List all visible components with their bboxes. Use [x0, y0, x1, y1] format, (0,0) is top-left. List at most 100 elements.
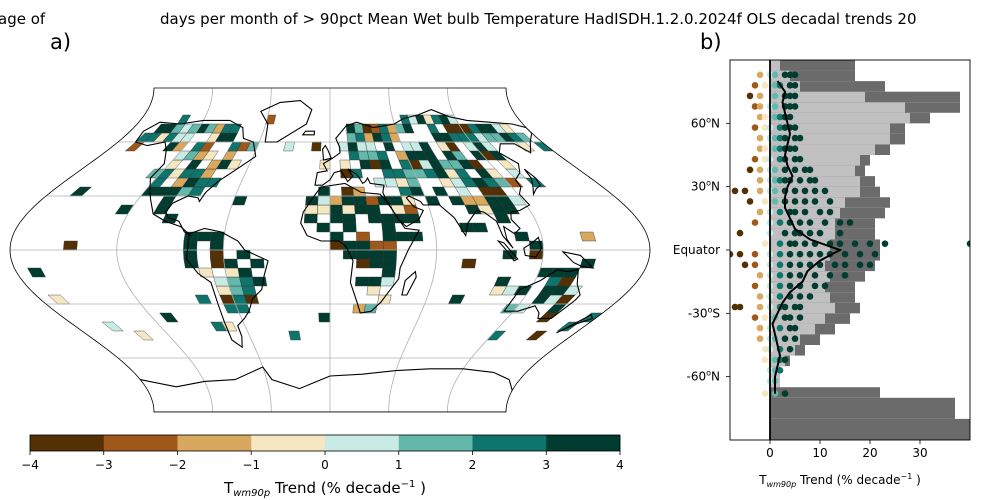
trend-point: [771, 71, 779, 79]
trend-point: [730, 250, 734, 258]
trend-point: [776, 293, 784, 300]
grid-cell: [204, 177, 222, 188]
trend-point: [791, 208, 799, 216]
grid-cell: [381, 222, 396, 233]
trend-point: [756, 113, 764, 121]
land-area-bar: [770, 123, 890, 134]
trend-point: [756, 134, 764, 142]
colorbar-tick-label: −1: [242, 458, 260, 472]
grid-cell: [101, 321, 124, 332]
colorbar-swatch: [325, 435, 400, 451]
grid-cell: [382, 249, 397, 260]
grid-cell: [381, 267, 396, 278]
grid-cell: [317, 204, 331, 215]
graticule-meridian: [388, 88, 438, 412]
coastline-australia: [503, 269, 581, 319]
grid-cell: [461, 258, 477, 269]
trend-point: [761, 356, 769, 364]
coastline-africa: [300, 182, 421, 314]
grid-cell: [395, 231, 410, 242]
grid-cell: [241, 285, 257, 296]
trend-point: [771, 166, 779, 174]
trend-point: [751, 250, 759, 258]
trend-point: [781, 124, 789, 131]
trend-point: [801, 198, 809, 205]
trend-point: [736, 229, 744, 237]
grid-cell: [382, 231, 397, 242]
trend-point: [781, 229, 789, 237]
grid-cell: [311, 141, 322, 152]
graticule-meridian: [446, 88, 544, 412]
trend-point: [816, 208, 824, 216]
trend-point: [761, 82, 769, 89]
trend-point: [746, 166, 754, 174]
figure-title-left: age of: [0, 10, 46, 28]
trend-point: [756, 187, 764, 195]
trend-point: [756, 335, 764, 342]
trend-point: [771, 177, 779, 184]
trend-point: [796, 219, 804, 226]
trend-point: [756, 145, 764, 152]
trend-point: [791, 240, 799, 247]
trend-point: [806, 250, 814, 258]
trend-point: [826, 208, 834, 216]
grid-cell: [356, 258, 371, 269]
grid-cell: [339, 159, 351, 170]
trend-point: [786, 345, 794, 353]
grid-cell: [319, 159, 331, 170]
trend-point: [806, 177, 814, 184]
grid-cell: [347, 141, 359, 152]
trend-point: [781, 71, 789, 79]
grid-cell: [252, 276, 268, 287]
trend-point: [761, 240, 769, 247]
grid-cell: [367, 276, 382, 287]
trend-point: [786, 272, 794, 279]
trend-point: [786, 82, 794, 89]
trend-point: [786, 113, 794, 121]
trend-point: [806, 293, 814, 300]
grid-cell: [380, 213, 395, 224]
trend-point: [776, 240, 784, 247]
trend-point: [801, 240, 809, 247]
grid-cell: [350, 168, 363, 179]
trend-point: [811, 272, 819, 279]
grid-cell: [329, 231, 344, 242]
coastline-south-america: [185, 227, 269, 349]
trend-point: [866, 240, 874, 247]
total-area-bar: [770, 70, 855, 82]
map-panel: [9, 87, 651, 413]
grid-cell: [318, 312, 331, 323]
grid-cell: [341, 195, 355, 206]
trend-point: [761, 155, 769, 163]
colorbar: −4 −3 −2 −1 0 1 2 3 4 Twm90p Trend (% decade−1 ): [21, 434, 624, 499]
colorbar-tick-label: 4: [616, 458, 624, 472]
trend-point: [741, 187, 749, 195]
trend-point: [756, 92, 764, 100]
grid-cell: [377, 294, 392, 305]
y-tick-label: 30oN: [691, 179, 720, 194]
trend-point: [801, 187, 809, 195]
grid-cell: [366, 285, 381, 296]
grid-cell: [367, 213, 382, 224]
grid-cell: [183, 240, 198, 251]
trend-point: [806, 219, 814, 226]
total-area-bar: [770, 60, 855, 71]
trend-point: [791, 303, 799, 311]
colorbar-swatch: [103, 435, 178, 451]
land-area-bar: [770, 70, 790, 82]
trend-point: [776, 367, 784, 374]
trend-point: [736, 250, 744, 258]
trend-point: [751, 155, 759, 163]
grid-cell: [579, 231, 597, 242]
trend-point: [756, 103, 764, 110]
y-tick-label: Equator: [673, 243, 720, 257]
total-area-bar: [770, 418, 970, 440]
grid-cell: [329, 195, 343, 206]
trend-point: [786, 240, 794, 247]
trend-point: [871, 250, 879, 258]
land-area-bar: [770, 60, 780, 71]
trend-point: [811, 282, 819, 290]
grid-cell: [224, 267, 240, 278]
grid-cell: [316, 222, 331, 233]
